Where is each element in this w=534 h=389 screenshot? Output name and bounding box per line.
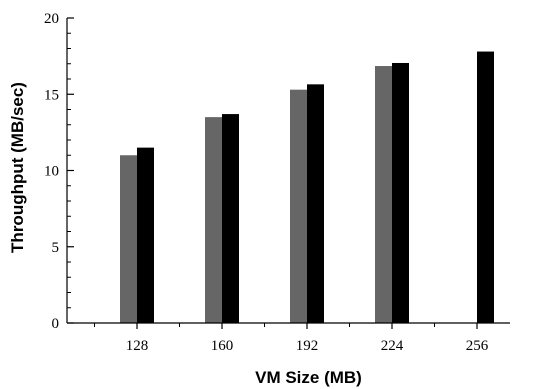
y-tick-label: 5	[52, 240, 60, 256]
y-tick-label: 10	[44, 164, 59, 180]
x-tick-label: 160	[211, 338, 234, 354]
x-tick-label: 256	[466, 338, 489, 354]
y-tick-label: 0	[52, 316, 60, 332]
bar-series-2-160	[222, 114, 239, 323]
x-tick-label: 128	[126, 338, 149, 354]
bar-series-1-160	[205, 117, 222, 323]
y-axis-title: Throughput (MB/sec)	[8, 82, 27, 253]
y-tick-label: 20	[44, 11, 59, 27]
bar-series-2-192	[307, 84, 324, 324]
x-axis-title: VM Size (MB)	[255, 368, 362, 387]
x-tick-label: 192	[296, 338, 319, 354]
bar-series-1-192	[290, 89, 307, 323]
bar-series-2-256	[477, 51, 494, 324]
bar-series-2-128	[137, 147, 154, 323]
bars-layer	[120, 51, 494, 324]
bar-series-1-128	[120, 155, 137, 323]
bar-series-2-224	[392, 62, 409, 324]
y-tick-label: 15	[44, 87, 59, 103]
x-tick-label: 224	[381, 338, 404, 354]
bar-series-1-224	[375, 66, 392, 323]
ticks-layer: 0 5 10 15 20 128 160 192 224 256	[44, 11, 489, 354]
